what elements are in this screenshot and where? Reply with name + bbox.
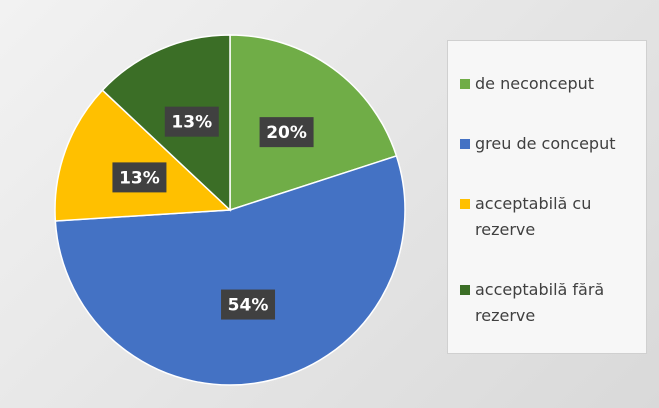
legend: de neconceput greu de conceput acceptabilă…: [447, 40, 647, 354]
pie-slice: [54, 89, 232, 222]
data-label-box: [112, 162, 167, 193]
legend-swatch: [460, 139, 470, 149]
legend-label: de neconceput: [475, 74, 595, 93]
data-label-box: [164, 106, 219, 137]
data-label: 13%: [119, 168, 160, 188]
legend-item: acceptabilă fără rezerve: [460, 277, 638, 329]
legend-label: acceptabilă fără rezerve: [475, 280, 605, 325]
legend-label: acceptabilă cu rezerve: [475, 194, 592, 239]
data-label-box: [221, 289, 276, 320]
legend-item: de neconceput: [460, 71, 638, 97]
legend-swatch: [460, 285, 470, 295]
legend-label: greu de conceput: [475, 134, 616, 153]
legend-item: greu de conceput: [460, 131, 638, 157]
data-label-box: [259, 117, 314, 148]
pie-slice: [54, 154, 406, 386]
pie-area: 20% 54% 13% 13%: [54, 34, 406, 386]
data-label: 54%: [228, 296, 269, 316]
legend-swatch: [460, 79, 470, 89]
data-label: 20%: [266, 123, 307, 143]
legend-item: acceptabilă cu rezerve: [460, 191, 638, 243]
legend-swatch: [460, 199, 470, 209]
data-label: 13%: [171, 113, 212, 133]
